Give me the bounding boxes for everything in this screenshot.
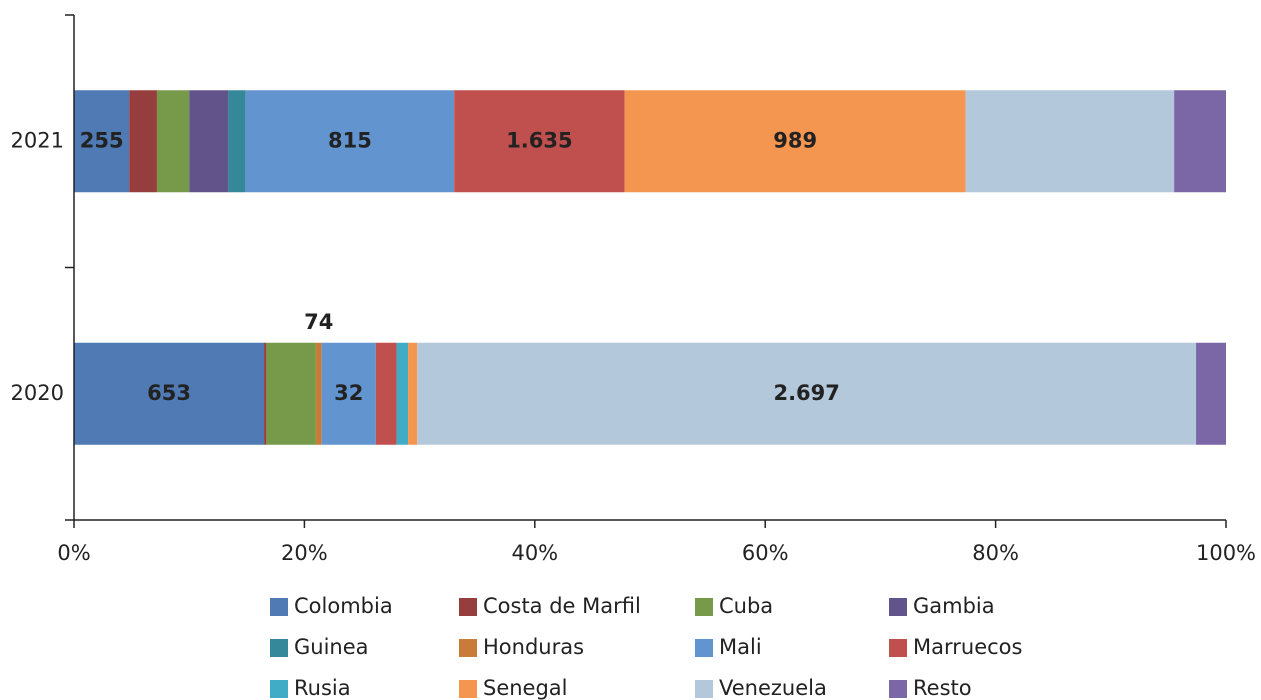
data-label: 1.635 [506, 128, 572, 152]
bar-segment [454, 90, 625, 193]
bar-segment [1196, 342, 1226, 445]
y-tick-label: 2020 [11, 381, 64, 405]
bar-segment [396, 342, 409, 445]
data-label: 989 [773, 128, 817, 152]
bar-segment [264, 342, 267, 445]
data-label: 255 [80, 128, 124, 152]
bar-segment [74, 90, 130, 193]
legend-swatch [459, 680, 477, 698]
legend-swatch [695, 680, 713, 698]
x-tick-label: 40% [511, 541, 558, 565]
legend-swatch [889, 598, 907, 616]
legend-label: Senegal [483, 676, 568, 700]
bar-segment [1174, 90, 1226, 193]
legend-swatch [270, 598, 288, 616]
legend-swatch [889, 639, 907, 657]
legend-label: Cuba [719, 594, 773, 618]
bar-segment [189, 90, 229, 193]
x-tick-label: 20% [281, 541, 328, 565]
bar-segment [129, 90, 157, 193]
legend-label: Venezuela [719, 676, 827, 700]
legend-swatch [459, 639, 477, 657]
bar-segment [375, 342, 397, 445]
bar-segment [156, 90, 190, 193]
data-label: 653 [147, 381, 191, 405]
legend-label: Colombia [294, 594, 393, 618]
y-tick-label: 2021 [11, 128, 64, 152]
bar-segment [228, 90, 246, 193]
data-label: 815 [328, 128, 372, 152]
x-tick-label: 0% [57, 541, 90, 565]
data-label: 32 [334, 381, 363, 405]
legend-label: Honduras [483, 635, 584, 659]
legend-swatch [889, 680, 907, 698]
legend-label: Guinea [294, 635, 369, 659]
x-tick-label: 100% [1196, 541, 1256, 565]
legend-label: Marruecos [913, 635, 1022, 659]
x-tick-label: 80% [972, 541, 1019, 565]
x-tick-label: 60% [742, 541, 789, 565]
legend-swatch [695, 598, 713, 616]
legend-label: Resto [913, 676, 972, 700]
bar-segment [245, 90, 455, 193]
bar-segment [408, 342, 418, 445]
bar-segment [321, 342, 376, 445]
legend-label: Rusia [294, 676, 351, 700]
legend-swatch [695, 639, 713, 657]
bar-segment [624, 90, 966, 193]
legend-label: Costa de Marfil [483, 594, 641, 618]
legend-label: Gambia [913, 594, 995, 618]
data-label: 74 [304, 310, 333, 334]
legend-swatch [270, 680, 288, 698]
bar-segment [417, 342, 1197, 445]
legend-swatch [459, 598, 477, 616]
data-label: 2.697 [773, 381, 839, 405]
bar-segment [266, 342, 316, 445]
bar-segment [965, 90, 1175, 193]
legend-label: Mali [719, 635, 762, 659]
legend-swatch [270, 639, 288, 657]
bar-segment [315, 342, 322, 445]
bar-segment [74, 342, 265, 445]
